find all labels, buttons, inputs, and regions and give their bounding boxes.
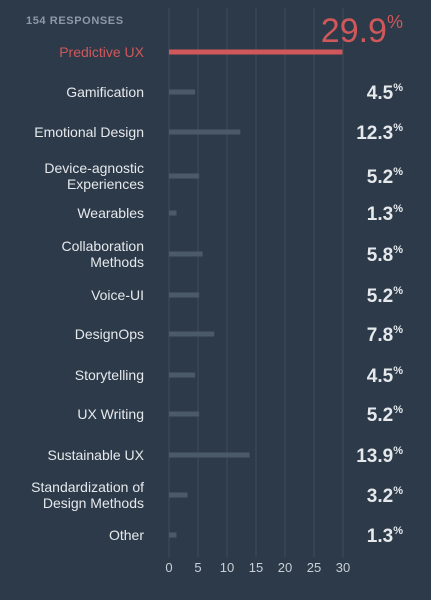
bar [169,89,196,95]
bar [169,532,177,538]
category-label: Gamification [66,84,144,100]
x-tick-label: 15 [249,560,263,575]
bar [169,129,241,135]
bar [169,173,200,179]
bar [169,292,200,298]
x-tick-label: 30 [336,560,350,575]
x-tick-label: 20 [278,560,292,575]
category-label: UX Writing [77,406,144,422]
x-tick-label: 25 [307,560,321,575]
x-tick-label: 10 [220,560,234,575]
category-label: Device-agnostic Experiences [44,160,144,192]
category-label: Standardization of Design Methods [31,479,144,511]
bar [169,372,196,378]
data-label: 1.3% [367,525,403,547]
responses-count: 154 RESPONSES [26,15,124,27]
category-label: Predictive UX [59,44,144,60]
bar [169,452,250,458]
x-tick-label: 5 [194,560,201,575]
data-label: 3.2% [367,485,403,507]
bar [169,411,200,417]
category-label: Voice-UI [91,287,144,303]
category-label: DesignOps [75,326,144,342]
data-label: 29.9% [321,12,403,50]
bar [169,49,343,55]
bar [169,210,177,216]
data-label: 13.9% [356,445,403,467]
data-label: 5.2% [367,166,403,188]
x-tick-label: 0 [165,560,172,575]
data-label: 4.5% [367,365,403,387]
category-label: Storytelling [75,367,144,383]
bar [169,251,203,257]
bar [169,331,215,337]
data-label: 1.3% [367,203,403,225]
data-label: 5.8% [367,244,403,266]
data-label: 5.2% [367,404,403,426]
category-label: Wearables [77,205,144,221]
data-label: 7.8% [367,324,403,346]
category-label: Sustainable UX [47,447,144,463]
category-label: Collaboration Methods [62,238,145,270]
data-label: 4.5% [367,82,403,104]
category-label: Emotional Design [34,124,144,140]
category-label: Other [109,527,144,543]
bar [169,492,188,498]
data-label: 5.2% [367,285,403,307]
data-label: 12.3% [356,122,403,144]
